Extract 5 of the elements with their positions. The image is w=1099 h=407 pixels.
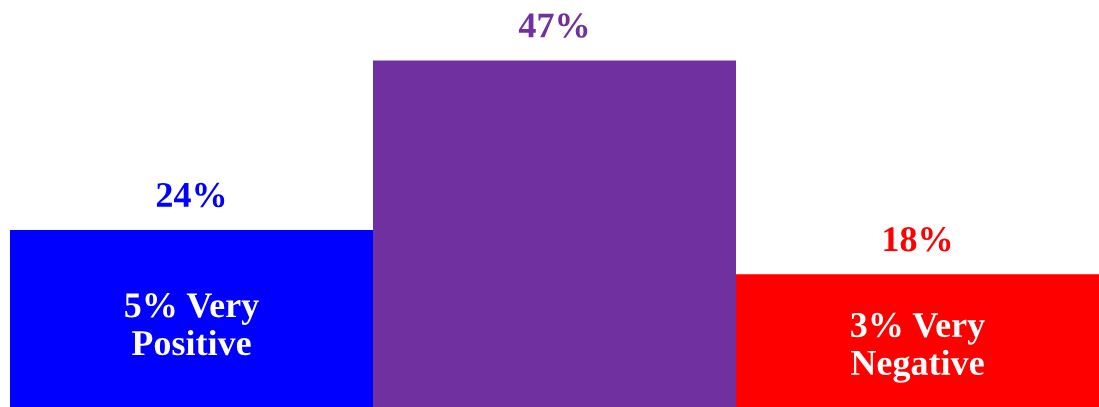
data-label: 18% xyxy=(884,227,951,252)
data-label: 47% xyxy=(518,13,588,38)
annotation: 3% Very Negative xyxy=(851,312,985,383)
annotation: 5% Very Positive xyxy=(125,293,259,356)
data-label: 24% xyxy=(156,182,225,208)
